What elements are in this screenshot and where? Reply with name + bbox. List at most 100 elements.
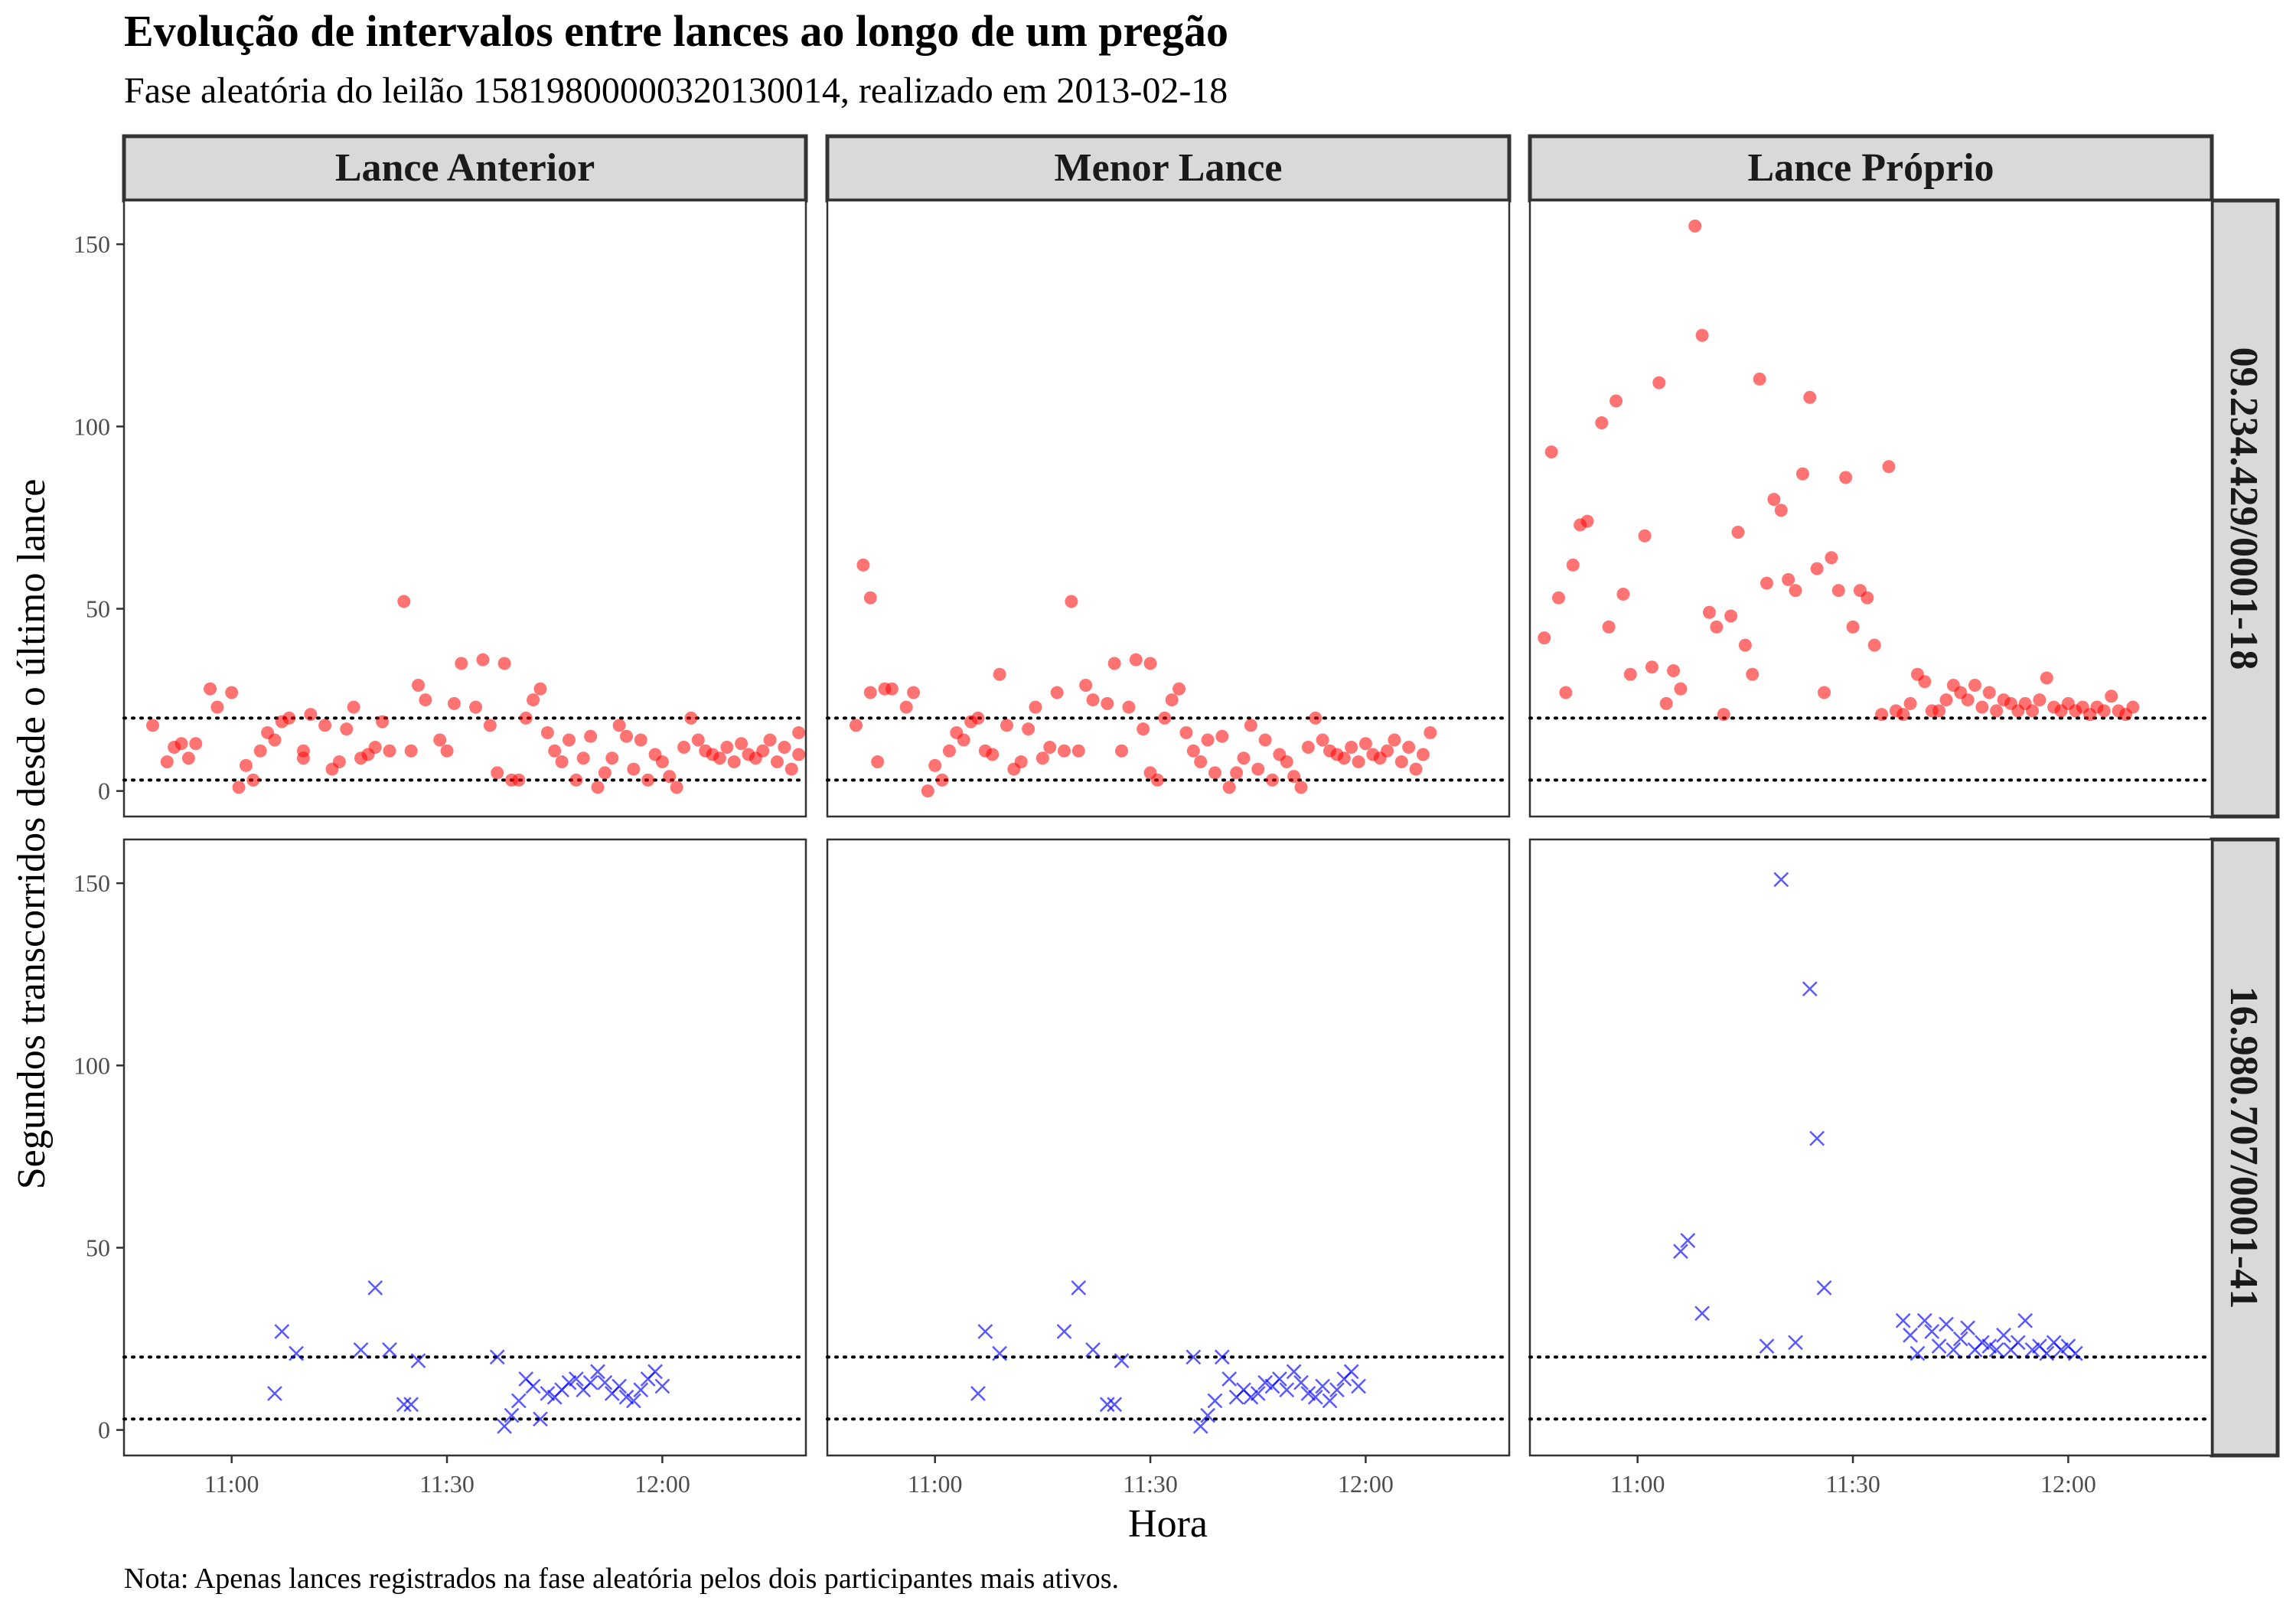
- data-point: [691, 733, 705, 747]
- data-point: [1795, 467, 1809, 481]
- data-point: [633, 1382, 649, 1398]
- data-point: [1207, 1393, 1223, 1409]
- data-point: [1559, 686, 1573, 699]
- data-point: [1071, 744, 1085, 758]
- facet-strip-column: [122, 134, 808, 203]
- data-point: [1143, 657, 1157, 670]
- data-point: [2039, 1345, 2055, 1361]
- data-point: [1316, 733, 1329, 747]
- data-point: [1939, 693, 1953, 707]
- data-point: [1702, 605, 1716, 619]
- data-point: [713, 751, 726, 765]
- data-point: [1307, 1389, 1323, 1405]
- data-point: [1043, 740, 1057, 754]
- data-point: [239, 758, 253, 772]
- data-point: [1085, 1341, 1101, 1358]
- data-point: [2026, 704, 2040, 718]
- data-point: [1990, 704, 2004, 718]
- data-point: [447, 696, 461, 710]
- data-point: [1194, 755, 1208, 769]
- data-point: [527, 693, 540, 707]
- data-point: [1000, 719, 1013, 732]
- data-point: [993, 667, 1006, 681]
- data-point: [863, 686, 877, 699]
- data-point: [1014, 755, 1028, 769]
- data-point: [1186, 744, 1200, 758]
- data-point: [970, 1386, 986, 1401]
- data-point: [483, 719, 497, 732]
- data-point: [1394, 755, 1408, 769]
- data-point: [663, 770, 677, 784]
- data-point: [1388, 733, 1401, 747]
- data-point: [489, 1349, 505, 1365]
- data-point: [727, 755, 741, 769]
- data-point: [612, 1378, 628, 1394]
- data-point: [2017, 1312, 2033, 1328]
- data-point: [1538, 631, 1551, 645]
- data-point: [1788, 1335, 1803, 1351]
- data-point: [1250, 1386, 1266, 1401]
- data-point: [1300, 1386, 1316, 1401]
- data-point: [504, 1407, 520, 1423]
- data-point: [1896, 708, 1910, 722]
- data-point: [1918, 675, 1932, 689]
- data-point: [1846, 620, 1860, 634]
- data-point: [433, 733, 447, 747]
- data-point: [404, 744, 418, 758]
- x-tick-label: 11:00: [908, 1470, 963, 1498]
- data-point: [735, 737, 748, 751]
- data-point: [1280, 755, 1293, 769]
- data-point: [1774, 504, 1788, 517]
- x-tick-label: 12:00: [634, 1470, 690, 1498]
- data-point: [1544, 445, 1558, 459]
- data-point: [367, 1280, 383, 1296]
- data-point: [792, 725, 806, 739]
- data-point: [986, 748, 1000, 761]
- data-point: [347, 700, 360, 714]
- data-point: [1753, 372, 1766, 386]
- data-point: [368, 740, 382, 754]
- data-point: [253, 744, 267, 758]
- data-point: [1381, 744, 1394, 758]
- data-point: [289, 1345, 304, 1361]
- data-point: [1129, 653, 1143, 667]
- data-point: [562, 733, 576, 747]
- data-point: [397, 595, 411, 608]
- data-point: [476, 653, 490, 667]
- data-point: [1916, 1312, 1932, 1328]
- data-point: [655, 755, 669, 769]
- data-point: [935, 773, 949, 787]
- data-point: [1056, 1324, 1072, 1339]
- data-point: [1680, 1233, 1696, 1248]
- data-point: [225, 686, 239, 699]
- data-point: [1200, 1407, 1215, 1423]
- data-point: [1192, 1419, 1208, 1434]
- data-point: [1875, 708, 1889, 722]
- data-point: [1358, 737, 1372, 751]
- x-axis-title: Hora: [1128, 1502, 1208, 1546]
- data-point: [1580, 514, 1594, 528]
- x-tick-label: 12:00: [2040, 1470, 2096, 1498]
- data-point: [907, 686, 921, 699]
- data-point: [1552, 591, 1566, 605]
- data-point: [282, 711, 296, 725]
- data-point: [410, 1353, 426, 1369]
- data-point: [2067, 1345, 2083, 1361]
- data-point: [792, 748, 806, 761]
- data-point: [1659, 696, 1673, 710]
- data-point: [670, 781, 683, 794]
- data-point: [1789, 584, 1802, 598]
- data-point: [1968, 679, 1981, 693]
- data-point: [756, 744, 770, 758]
- data-point: [763, 733, 777, 747]
- data-point: [654, 1378, 670, 1394]
- data-point: [1816, 1280, 1832, 1296]
- y-tick-label: 0: [98, 777, 110, 805]
- data-point: [497, 657, 511, 670]
- data-point: [1122, 700, 1136, 714]
- data-point: [1595, 416, 1609, 430]
- panel-1-1: [122, 199, 807, 818]
- data-point: [296, 751, 310, 765]
- x-tick-label: 12:00: [1338, 1470, 1394, 1498]
- facet-strip-row: [2210, 198, 2280, 819]
